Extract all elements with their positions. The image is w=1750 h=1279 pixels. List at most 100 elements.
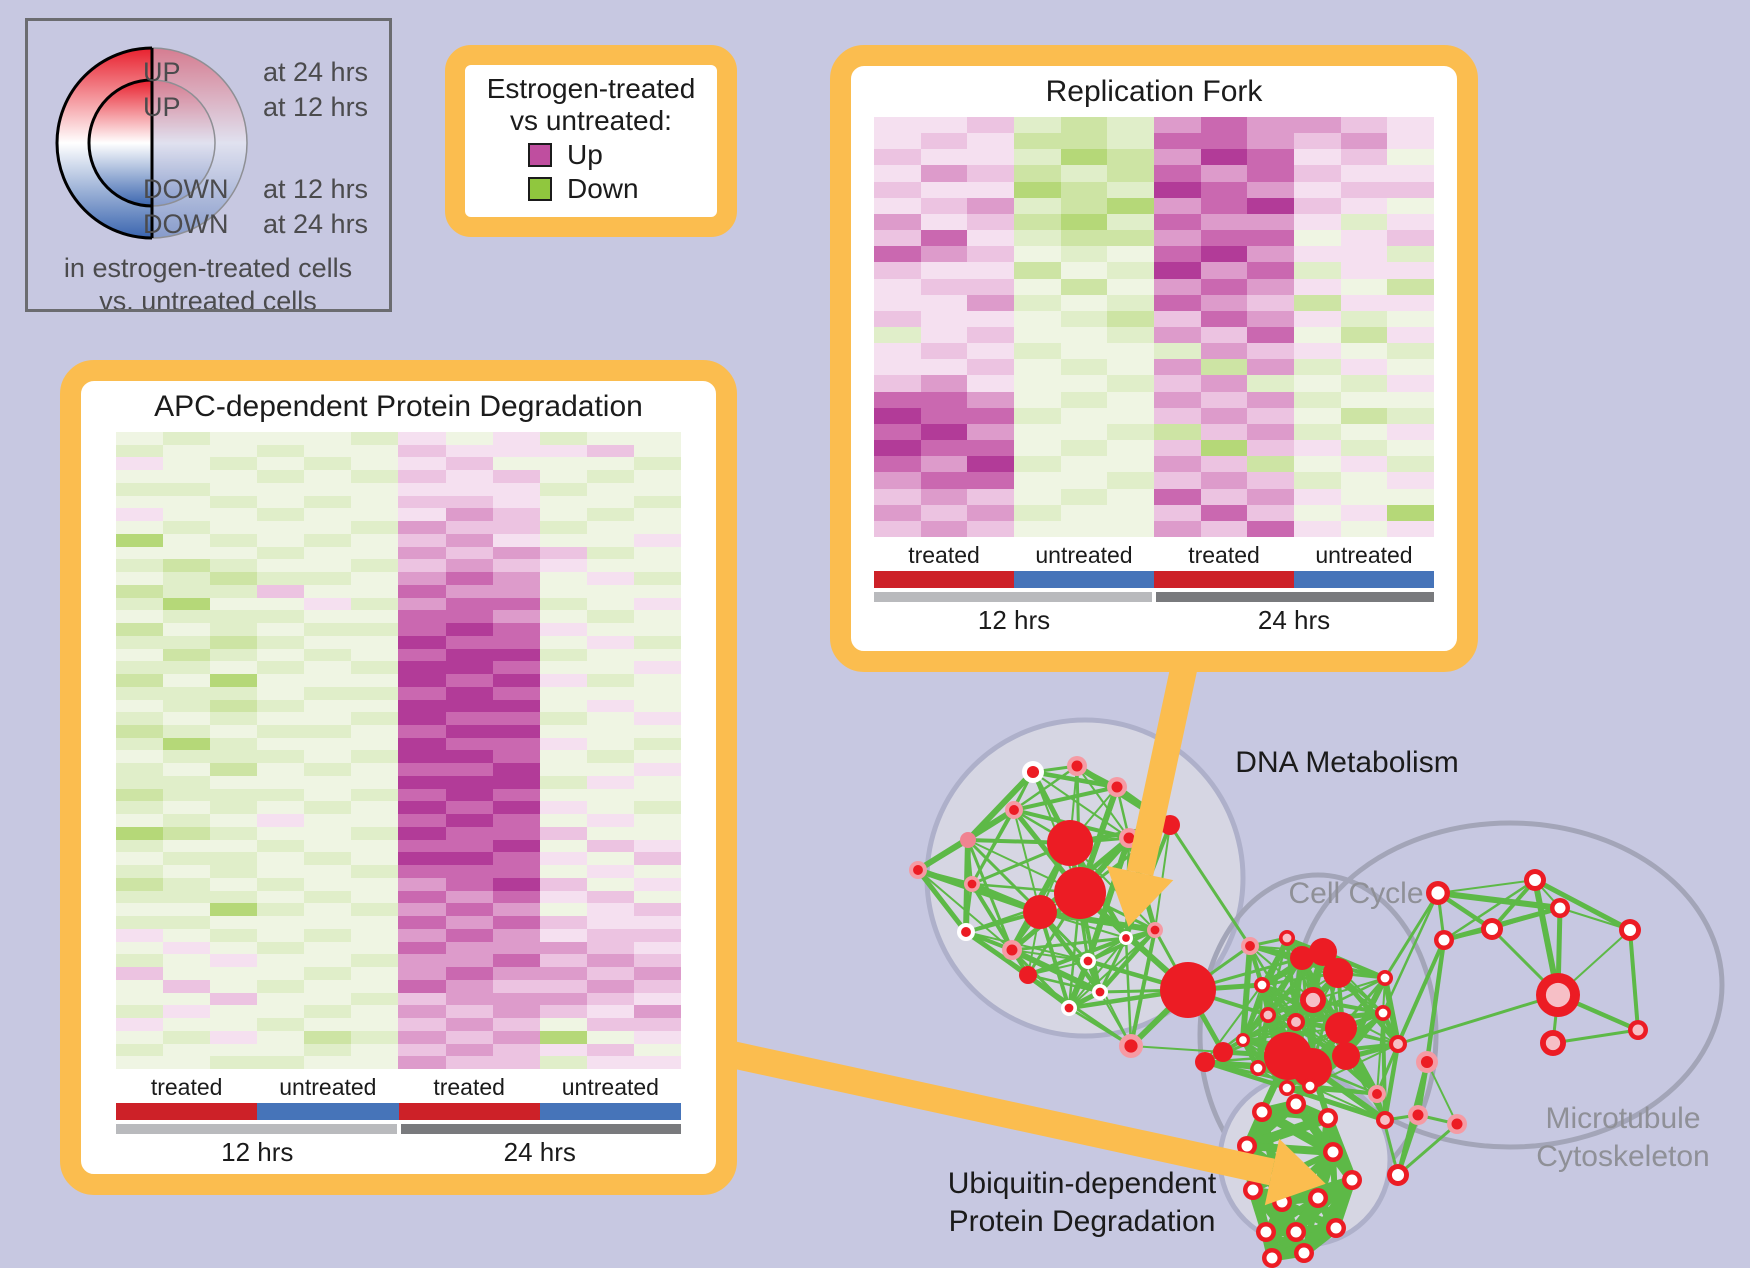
heatmap-cell xyxy=(492,572,540,585)
heatmap-cell xyxy=(967,165,1014,182)
heatmap-cell xyxy=(163,903,211,917)
heatmap-cell xyxy=(1107,310,1154,327)
heatmap-cell xyxy=(1014,262,1061,279)
network-node-core xyxy=(1451,1118,1463,1130)
heatmap-cell xyxy=(539,559,587,573)
heatmap-cell xyxy=(304,444,352,458)
network-edge xyxy=(1098,937,1128,993)
heatmap-cell xyxy=(1387,504,1434,521)
heatmap-cell xyxy=(1154,504,1201,521)
heatmap-cell xyxy=(586,852,634,866)
heatmap-cell xyxy=(163,661,211,675)
heatmap-cell xyxy=(351,648,399,662)
heatmap-cell xyxy=(539,979,587,993)
heatmap-cell xyxy=(920,359,968,376)
heatmap-cell xyxy=(445,788,493,802)
network-node-core xyxy=(1528,873,1542,887)
network-node-core xyxy=(1239,1036,1247,1044)
heatmap-cell xyxy=(210,635,258,649)
network-node-core xyxy=(1438,934,1450,946)
heatmap-cell xyxy=(1387,133,1434,150)
heatmap-cell xyxy=(445,750,493,764)
heatmap-cell xyxy=(163,712,211,726)
heatmap-cell xyxy=(1340,456,1388,473)
heatmap-cell xyxy=(633,788,681,802)
heatmap-cell xyxy=(445,814,493,827)
heatmap-cell xyxy=(116,941,164,955)
heatmap-cell xyxy=(1340,391,1388,408)
heatmap-cell xyxy=(920,197,968,214)
heatmap-cell xyxy=(1340,504,1388,521)
untreated-label: untreated xyxy=(1315,542,1413,568)
heatmap-cell xyxy=(445,699,493,713)
network-node-core xyxy=(1290,1226,1302,1238)
heatmap-cell xyxy=(257,559,305,573)
heatmap-cell xyxy=(539,661,587,675)
network-edge xyxy=(1552,1028,1639,1045)
heatmap-cell xyxy=(116,686,164,700)
heatmap-cell xyxy=(1387,488,1434,505)
heatmap-cell xyxy=(351,572,399,585)
heatmap-cell xyxy=(257,865,305,878)
heatmap-cell xyxy=(967,343,1014,360)
heatmap-cell xyxy=(304,559,352,573)
heatmap-cell xyxy=(874,262,921,279)
time-labels: 12 hrs 24 hrs xyxy=(874,605,1434,635)
heatmap-cell xyxy=(1387,327,1434,344)
heatmap-cell xyxy=(445,967,493,980)
network-node-core xyxy=(1393,1039,1403,1049)
heatmap-cell xyxy=(1387,407,1434,424)
heatmap-cell xyxy=(1200,520,1248,537)
heatmap-cell xyxy=(539,928,587,942)
up-swatch-icon xyxy=(528,143,552,167)
heatmap-cell xyxy=(1060,278,1108,295)
heatmap-cell xyxy=(445,737,493,751)
network-edge xyxy=(1383,892,1440,979)
heatmap-cell xyxy=(163,610,211,624)
heatmap-cell xyxy=(257,699,305,713)
heatmap-cell xyxy=(633,546,681,560)
heatmap-cell xyxy=(1060,375,1108,392)
cluster-label-ub: Protein Degradation xyxy=(949,1205,1216,1238)
heatmap-cell xyxy=(539,635,587,649)
heatmap-cell xyxy=(586,584,634,598)
heatmap-cell xyxy=(116,737,164,751)
heatmap-cell xyxy=(492,661,540,675)
flow-arrow-head-0 xyxy=(1106,865,1174,927)
heatmap-cell xyxy=(163,457,211,471)
heatmap-cell xyxy=(492,432,540,445)
heatmap-cell xyxy=(920,504,968,521)
heatmap-cell xyxy=(116,470,164,483)
heatmap-cell xyxy=(398,1056,446,1069)
heatmap-cell xyxy=(1387,359,1434,376)
heatmap-cell xyxy=(257,470,305,483)
network-node-core xyxy=(1282,1083,1292,1093)
heatmap-cell xyxy=(163,674,211,687)
legend-up-24-direction: UP xyxy=(143,57,181,87)
heatmap-cell xyxy=(967,197,1014,214)
legend-up-12-time: at 12 hrs xyxy=(263,92,368,122)
network-node-core xyxy=(1282,933,1292,943)
heatmap-cell xyxy=(210,1043,258,1057)
heatmap-cell xyxy=(874,407,921,424)
heatmap-cell xyxy=(1154,181,1201,198)
network-node xyxy=(960,832,976,848)
heatmap-cell xyxy=(920,440,968,457)
heatmap-cell xyxy=(586,444,634,458)
heatmap-cell xyxy=(874,375,921,392)
heatmap-cell xyxy=(116,1030,164,1044)
heatmap-cell xyxy=(1294,488,1341,505)
heatmap-cell xyxy=(967,391,1014,408)
heatmap-cell xyxy=(1200,213,1248,231)
heatmap-cell xyxy=(1340,117,1388,134)
heatmap-cell xyxy=(586,521,634,534)
heatmap-cell xyxy=(1154,343,1201,360)
untreated-bar xyxy=(257,1103,399,1120)
time-labels: 12 hrs 24 hrs xyxy=(116,1137,681,1167)
heatmap-cell xyxy=(210,814,258,827)
heatmap-cell xyxy=(1247,375,1294,392)
heatmap-cell xyxy=(163,1030,211,1044)
panel-title: APC-dependent Protein Degradation xyxy=(154,390,643,423)
heatmap-cell xyxy=(163,648,211,662)
heatmap-cell xyxy=(257,635,305,649)
